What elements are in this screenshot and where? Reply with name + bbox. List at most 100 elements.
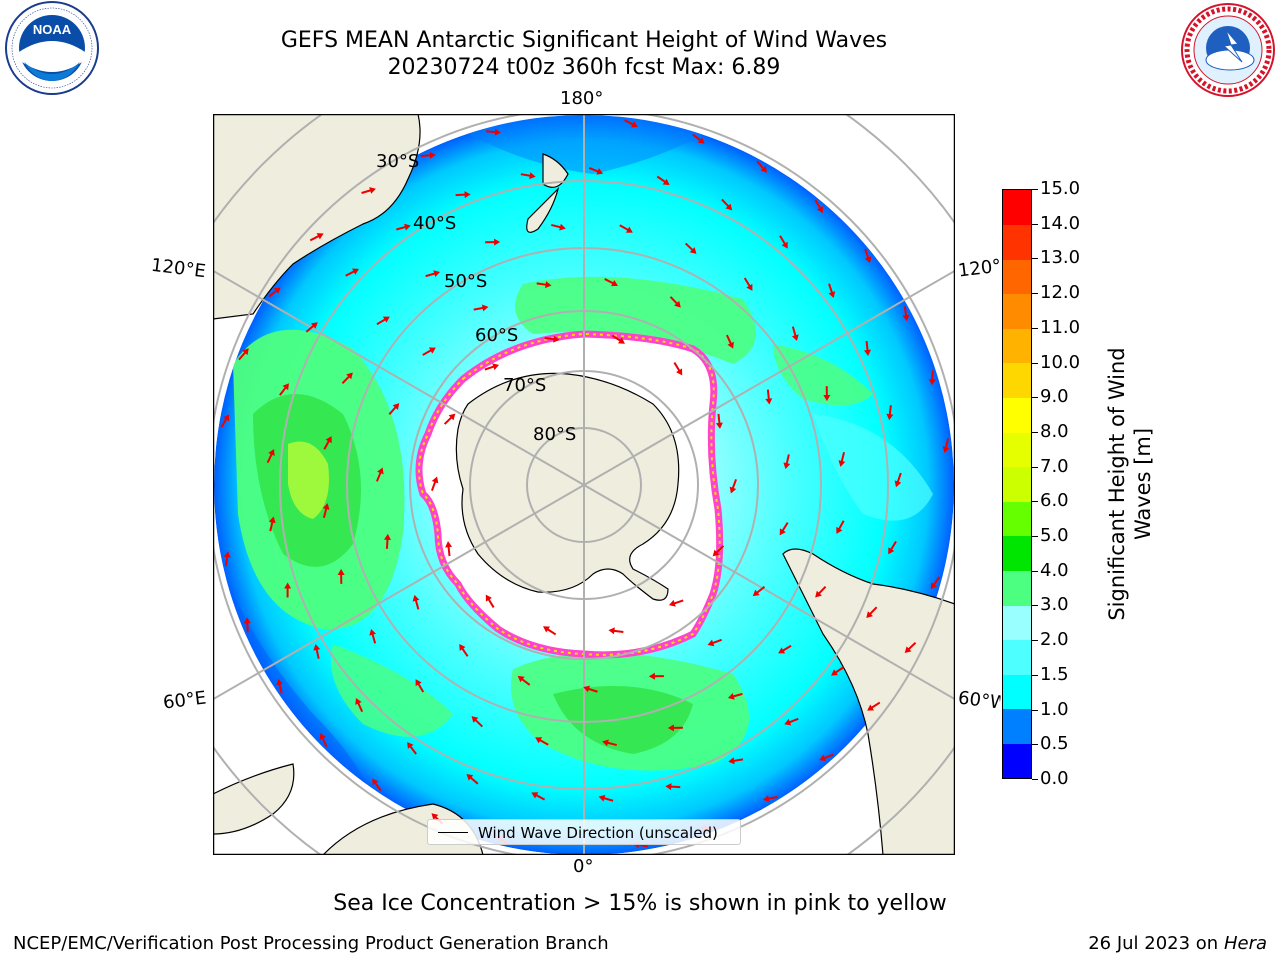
colorbar-tick-label: 11.0 bbox=[1040, 316, 1081, 338]
colorbar-tick-label: 0.0 bbox=[1040, 768, 1069, 789]
wave-direction-arrow bbox=[727, 692, 743, 700]
antarctica-landmass bbox=[455, 372, 680, 601]
colorbar-tick-mark bbox=[1032, 223, 1038, 225]
colorbar-tick-label: 0.5 bbox=[1040, 733, 1069, 755]
polar-map: 30°S 40°S 50°S 60°S 70°S 80°S bbox=[213, 114, 955, 855]
wave-direction-arrow bbox=[341, 372, 353, 385]
wave-direction-arrow bbox=[864, 340, 871, 356]
wave-direction-arrow bbox=[779, 235, 788, 249]
legend-line-marker bbox=[438, 832, 468, 833]
wave-direction-arrow bbox=[762, 795, 778, 803]
colorbar-segment bbox=[1003, 466, 1031, 502]
colorbar-tick-label: 14.0 bbox=[1040, 212, 1081, 234]
wave-direction-arrow bbox=[268, 516, 276, 532]
colorbar-tick-label: 4.0 bbox=[1040, 559, 1069, 581]
colorbar-tick-mark bbox=[1032, 640, 1038, 642]
colorbar-segment bbox=[1003, 570, 1031, 606]
colorbar-tick-mark bbox=[1032, 327, 1038, 329]
wave-direction-arrow bbox=[407, 742, 417, 755]
wave-direction-arrow bbox=[466, 774, 479, 785]
colorbar-segment bbox=[1003, 397, 1031, 433]
lat-label-30s: 30°S bbox=[376, 151, 419, 172]
wave-direction-arrow bbox=[930, 576, 941, 590]
wave-direction-arrow bbox=[583, 685, 598, 693]
wave-direction-arrow bbox=[656, 175, 670, 185]
wave-direction-arrow bbox=[765, 389, 773, 405]
wave-direction-arrow bbox=[268, 287, 281, 298]
graticule bbox=[213, 114, 955, 855]
wave-direction-arrow bbox=[337, 568, 345, 584]
colorbar-tick-label: 9.0 bbox=[1040, 386, 1069, 408]
wave-direction-arrow bbox=[220, 414, 230, 428]
wave-direction-arrow bbox=[531, 792, 546, 801]
colorbar-segment bbox=[1003, 535, 1031, 571]
colorbar-tick-mark bbox=[1032, 397, 1038, 399]
wave-direction-arrow bbox=[473, 304, 489, 312]
colorbar bbox=[1002, 189, 1032, 779]
colorbar-tick-label: 2.0 bbox=[1040, 629, 1069, 651]
wave-direction-arrow bbox=[756, 160, 768, 173]
wave-direction-arrow bbox=[422, 347, 436, 356]
wave-direction-arrow bbox=[412, 594, 420, 610]
wave-direction-arrow bbox=[707, 638, 722, 647]
lon-label-60e: 60°E bbox=[161, 687, 208, 714]
wave-direction-arrow bbox=[779, 522, 789, 536]
footer-host: Hera bbox=[1223, 933, 1267, 954]
wave-direction-arrow bbox=[445, 541, 453, 557]
colorbar-tick-mark bbox=[1032, 258, 1038, 260]
lat-label-40s: 40°S bbox=[413, 213, 456, 234]
colorbar-segment bbox=[1003, 293, 1031, 329]
lat-label-80s: 80°S bbox=[533, 424, 576, 445]
wave-direction-arrow bbox=[867, 701, 881, 711]
wave-direction-arrow bbox=[388, 403, 400, 415]
wave-direction-arrow bbox=[484, 363, 500, 371]
wave-direction-arrow bbox=[624, 119, 638, 128]
wave-direction-arrow bbox=[375, 467, 384, 482]
wave-direction-arrow bbox=[430, 476, 439, 491]
wave-direction-arrow bbox=[223, 551, 231, 567]
footer-date: 26 Jul 2023 on Hera bbox=[1088, 933, 1267, 954]
colorbar-tick-label: 1.5 bbox=[1040, 663, 1069, 685]
wave-direction-arrow bbox=[743, 277, 753, 291]
wave-direction-arrow bbox=[836, 520, 845, 534]
colorbar-segment bbox=[1003, 674, 1031, 710]
wave-direction-arrow bbox=[819, 753, 834, 762]
wave-direction-arrow bbox=[396, 223, 411, 231]
wave-direction-arrow bbox=[669, 296, 681, 308]
colorbar-tick-label: 13.0 bbox=[1040, 247, 1081, 269]
wave-direction-arrow bbox=[485, 594, 495, 608]
colorbar-tick-mark bbox=[1032, 779, 1038, 780]
wave-direction-arrow bbox=[345, 268, 359, 277]
wave-direction-arrow bbox=[942, 438, 950, 453]
wave-direction-arrow bbox=[778, 644, 792, 654]
wave-direction-arrow bbox=[420, 151, 436, 159]
wave-direction-arrow bbox=[535, 737, 549, 746]
colorbar-tick-mark bbox=[1032, 466, 1038, 468]
wave-direction-arrow bbox=[828, 283, 836, 298]
wave-direction-arrow bbox=[279, 383, 289, 396]
colorbar-tick-mark bbox=[1032, 536, 1038, 538]
wave-direction-arrow bbox=[864, 248, 872, 264]
wave-direction-arrow bbox=[886, 405, 894, 421]
colorbar-tick-label: 12.0 bbox=[1040, 282, 1081, 304]
wave-direction-arrow bbox=[238, 348, 249, 361]
lat-label-50s: 50°S bbox=[444, 271, 487, 292]
wave-direction-arrow bbox=[520, 172, 536, 180]
wave-direction-arrow bbox=[902, 306, 910, 322]
wave-direction-arrow bbox=[814, 199, 823, 213]
colorbar-segment bbox=[1003, 259, 1031, 295]
wave-direction-arrow bbox=[784, 717, 799, 726]
colorbar-tick-label: 6.0 bbox=[1040, 490, 1069, 512]
wave-direction-arrow bbox=[284, 582, 292, 598]
colorbar-tick-label: 8.0 bbox=[1040, 420, 1069, 442]
footer-producer: NCEP/EMC/Verification Post Processing Pr… bbox=[13, 933, 609, 954]
colorbar-tick-label: 5.0 bbox=[1040, 525, 1069, 547]
colorbar-tick-mark bbox=[1032, 501, 1038, 503]
wave-direction-arrow bbox=[588, 167, 604, 175]
new-zealand-landmass bbox=[526, 153, 569, 233]
wave-direction-arrow bbox=[602, 739, 617, 747]
wave-direction-arrow bbox=[823, 386, 831, 402]
wave-direction-arrow bbox=[728, 757, 744, 765]
wave-direction-arrow bbox=[372, 778, 382, 792]
wave-direction-arrow bbox=[266, 449, 275, 464]
